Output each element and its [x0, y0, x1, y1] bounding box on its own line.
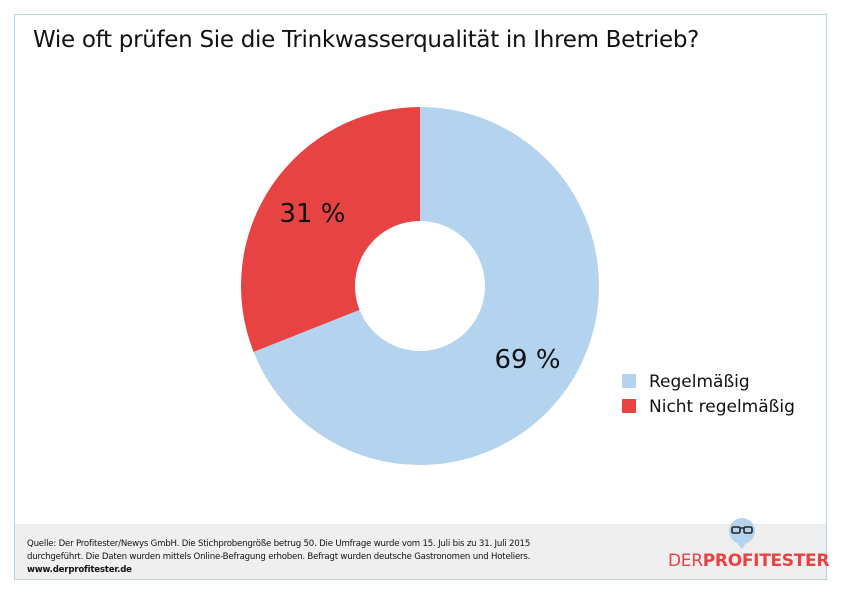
slice-1: [240, 107, 420, 352]
legend-label-0: Regelmäßig: [649, 372, 750, 392]
footer: Quelle: Der Profitester/Newys GmbH. Die …: [15, 518, 829, 579]
chart-frame: [14, 14, 827, 580]
slice-0: [253, 107, 599, 465]
chart-title: Wie oft prüfen Sie die Trinkwasserqualit…: [33, 27, 700, 53]
slice-label-0: 69 %: [494, 345, 560, 375]
logo-der: DER: [668, 551, 703, 571]
source-url[interactable]: www.derprofitester.de: [27, 565, 132, 575]
source-note: Quelle: Der Profitester/Newys GmbH. Die …: [27, 538, 530, 577]
legend-label-1: Nicht regelmäßig: [649, 397, 795, 417]
source-line-2: durchgeführt. Die Daten wurden mittels O…: [27, 552, 531, 562]
source-line-1: Quelle: Der Profitester/Newys GmbH. Die …: [27, 539, 531, 549]
logo: DERPROFITESTER: [668, 551, 829, 571]
glasses-bubble-icon: [729, 518, 755, 549]
legend-swatch-1: [622, 399, 636, 413]
logo-profitester: PROFITESTER: [702, 551, 830, 571]
slice-label-1: 31 %: [279, 199, 345, 229]
legend-swatch-0: [622, 374, 636, 388]
